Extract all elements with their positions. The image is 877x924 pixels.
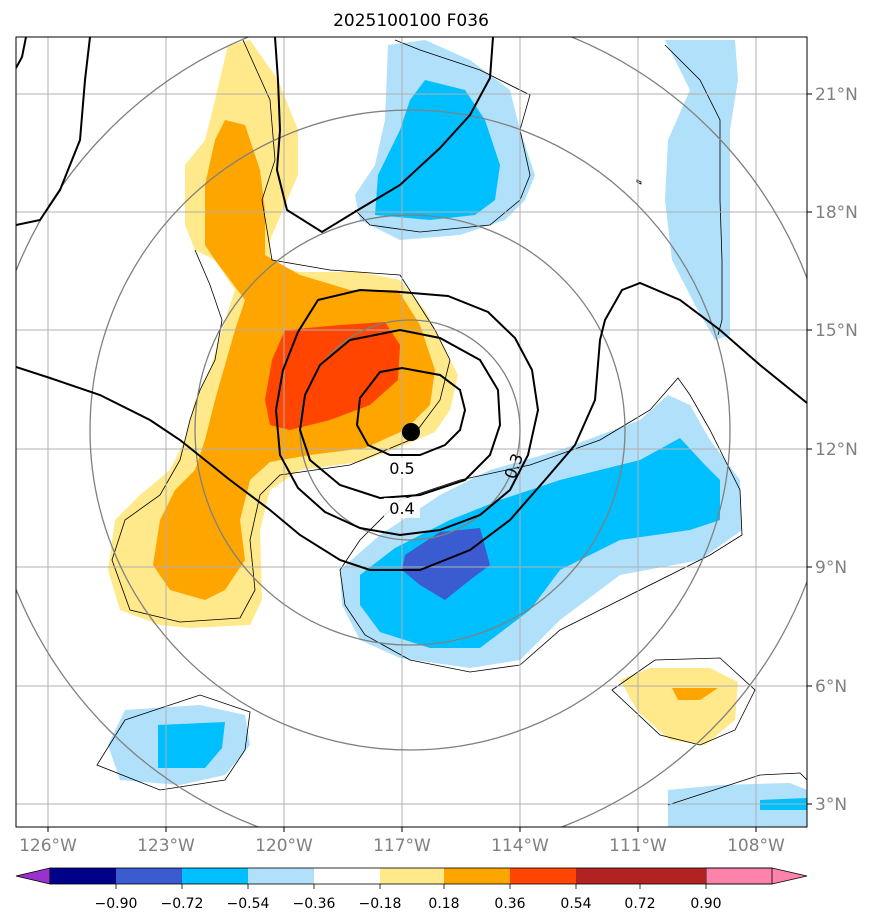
colorbar-swatch	[510, 868, 576, 884]
colorbar-tick: 0.54	[560, 896, 591, 912]
latitude-labels: 3°N 6°N 9°N 12°N 15°N 18°N 21°N	[815, 85, 858, 815]
lon-label: 126°W	[19, 836, 77, 856]
colorbar-tick: −0.90	[95, 896, 138, 912]
colorbar-swatch	[116, 868, 182, 884]
lon-label: 120°W	[255, 836, 313, 856]
map-area: 0.5 0.4 0.3	[16, 37, 807, 827]
colorbar-swatch	[50, 868, 116, 884]
anomaly-outlines	[96, 39, 807, 806]
map-frame	[15, 36, 808, 828]
lon-label: 114°W	[491, 836, 549, 856]
lat-label: 21°N	[815, 85, 858, 105]
contour-label-0.5: 0.5	[389, 459, 414, 478]
lat-label: 6°N	[815, 677, 847, 697]
colorbar-swatch	[248, 868, 314, 884]
lon-label: 117°W	[373, 836, 431, 856]
colorbar-tick: 0.90	[690, 896, 721, 912]
colorbar-tick: −0.36	[293, 896, 336, 912]
lat-label: 15°N	[815, 321, 858, 341]
figure-title: 2025100100 F036	[333, 11, 489, 31]
colorbar-swatch	[314, 868, 380, 884]
colorbar-tick: −0.72	[161, 896, 204, 912]
contour-label-0.4: 0.4	[389, 499, 414, 518]
colorbar-swatch	[576, 868, 640, 884]
lon-label: 108°W	[727, 836, 785, 856]
lon-label: 123°W	[137, 836, 195, 856]
lon-label: 111°W	[609, 836, 667, 856]
axis-ticks	[47, 93, 812, 832]
colorbar-tick: −0.18	[359, 896, 402, 912]
colorbar-tick: 0.72	[624, 896, 655, 912]
colorbar-tick: −0.54	[227, 896, 270, 912]
colorbar: −0.90 −0.72 −0.54 −0.36 −0.18 0.18 0.36 …	[15, 867, 808, 912]
graticule	[16, 37, 807, 827]
colorbar-tick: 0.36	[494, 896, 525, 912]
colorbar-extend-low	[15, 867, 51, 885]
colorbar-swatch	[444, 868, 510, 884]
storm-center-marker	[402, 423, 420, 441]
longitude-labels: 126°W 123°W 120°W 117°W 114°W 111°W 108°…	[19, 836, 785, 856]
positive-anomaly-region	[108, 40, 738, 745]
lat-label: 12°N	[815, 440, 858, 460]
colorbar-swatch	[182, 868, 248, 884]
colorbar-extend-high	[705, 867, 808, 885]
colorbar-swatch	[640, 868, 706, 884]
colorbar-swatch	[380, 868, 444, 884]
black-contours	[16, 37, 807, 571]
lat-label: 18°N	[815, 203, 858, 223]
lat-label: 9°N	[815, 558, 847, 578]
colorbar-tick: 0.18	[428, 896, 459, 912]
lat-label: 3°N	[815, 795, 847, 815]
